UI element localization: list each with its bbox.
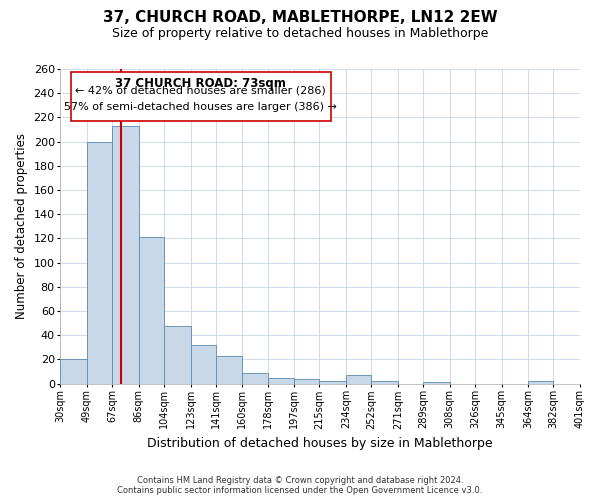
Text: Contains HM Land Registry data © Crown copyright and database right 2024.
Contai: Contains HM Land Registry data © Crown c…: [118, 476, 482, 495]
Bar: [268, 378, 294, 384]
Y-axis label: Number of detached properties: Number of detached properties: [15, 134, 28, 320]
Bar: [139, 237, 164, 384]
Text: 37 CHURCH ROAD: 73sqm: 37 CHURCH ROAD: 73sqm: [115, 77, 286, 90]
Text: Size of property relative to detached houses in Mablethorpe: Size of property relative to detached ho…: [112, 28, 488, 40]
Bar: [528, 381, 553, 384]
Bar: [346, 375, 371, 384]
Bar: [294, 379, 319, 384]
FancyBboxPatch shape: [71, 72, 331, 121]
Bar: [319, 381, 346, 384]
Bar: [216, 356, 242, 384]
Bar: [112, 126, 139, 384]
Bar: [87, 142, 112, 384]
Bar: [423, 382, 450, 384]
Bar: [164, 326, 191, 384]
X-axis label: Distribution of detached houses by size in Mablethorpe: Distribution of detached houses by size …: [148, 437, 493, 450]
Bar: [242, 372, 268, 384]
Text: 57% of semi-detached houses are larger (386) →: 57% of semi-detached houses are larger (…: [64, 102, 337, 113]
Bar: [61, 360, 87, 384]
Bar: [191, 345, 216, 384]
Text: ← 42% of detached houses are smaller (286): ← 42% of detached houses are smaller (28…: [75, 86, 326, 96]
Bar: [371, 381, 398, 384]
Text: 37, CHURCH ROAD, MABLETHORPE, LN12 2EW: 37, CHURCH ROAD, MABLETHORPE, LN12 2EW: [103, 10, 497, 25]
